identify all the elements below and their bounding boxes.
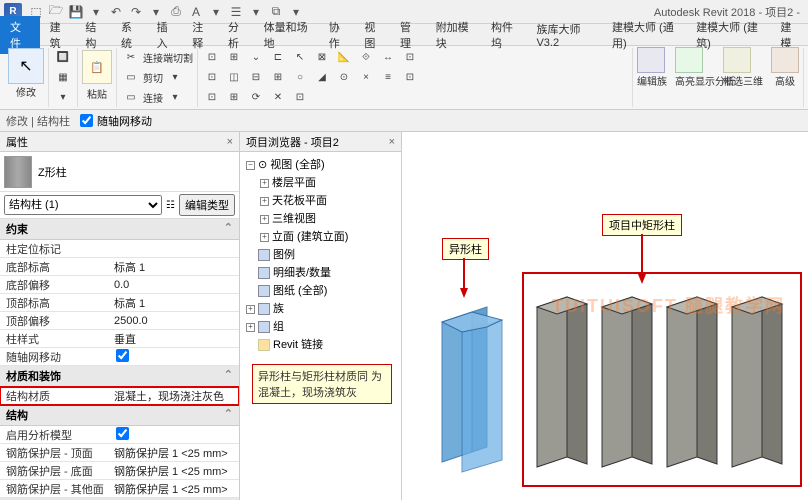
prop-row-material: 结构材质混凝土，现场浇注灰色 xyxy=(0,387,239,405)
instance-row: 结构柱 (1) ☷ 编辑类型 xyxy=(0,192,239,219)
modify-button[interactable]: ↖ xyxy=(8,48,44,84)
type-name: Z形柱 xyxy=(38,164,67,180)
t13-icon[interactable]: ⊟ xyxy=(246,69,266,87)
t14-icon[interactable]: ⊞ xyxy=(268,69,288,87)
tree-sheets[interactable]: 图纸 (全部) xyxy=(242,282,399,300)
t9-icon[interactable]: ↔ xyxy=(378,49,398,67)
props-title: 属性 xyxy=(6,134,28,150)
t11-icon[interactable]: ⊡ xyxy=(202,69,222,87)
opts-icon[interactable]: ▾ xyxy=(53,88,73,106)
t2-icon[interactable]: ⊞ xyxy=(224,49,244,67)
sec-struct[interactable]: 结构⌃ xyxy=(0,405,239,426)
tab-zkds[interactable]: 族库大师V3.2 xyxy=(528,18,604,52)
tree-sched[interactable]: 明细表/数量 xyxy=(242,264,399,282)
sec-material[interactable]: 材质和装饰⌃ xyxy=(0,366,239,387)
rgroup-tools: ⊡⊞⌄⊏↖⊠📐⟐↔⊡ ⊡◫⊟⊞○◢⊙×≡⊡ ⊡⊞⟳✕⊡ xyxy=(198,48,633,107)
editfam-button[interactable] xyxy=(637,47,665,73)
t16-icon[interactable]: ◢ xyxy=(312,69,332,87)
column-irregular[interactable] xyxy=(432,292,512,492)
tree-ceil[interactable]: +天花板平面 xyxy=(242,192,399,210)
edit-type-button[interactable]: 编辑类型 xyxy=(179,194,235,216)
column-rect-2[interactable] xyxy=(597,282,657,482)
frame3d-button[interactable] xyxy=(723,47,751,73)
tree-3d[interactable]: +三维视图 xyxy=(242,210,399,228)
props-header: 属性 × xyxy=(0,132,239,152)
options-bar: 修改 | 结构柱 随轴网移动 xyxy=(0,110,808,132)
type-selector[interactable]: Z形柱 xyxy=(0,152,239,192)
properties-panel: 属性 × Z形柱 结构柱 (1) ☷ 编辑类型 约束⌃ 柱定位标记 底部标高标高… xyxy=(0,132,240,500)
movegrid-prop-checkbox[interactable] xyxy=(116,349,129,362)
filter-icon[interactable]: ▦ xyxy=(53,69,73,87)
t10-icon[interactable]: ⊡ xyxy=(400,49,420,67)
browser-title: 项目浏览器 - 项目2 xyxy=(246,134,339,150)
sec-constraint[interactable]: 约束⌃ xyxy=(0,219,239,240)
ribbon: ↖ 修改 🔲 ▦ ▾ 📋 粘贴 ✂连接端切割 ▭剪切▾ ▭连接▾ ⊡⊞⌄⊏↖⊠📐… xyxy=(0,46,808,110)
workspace: 属性 × Z形柱 结构柱 (1) ☷ 编辑类型 约束⌃ 柱定位标记 底部标高标高… xyxy=(0,132,808,500)
rgroup-modify: ↖ 修改 xyxy=(4,48,49,107)
t7-icon[interactable]: 📐 xyxy=(334,49,354,67)
column-rect-4[interactable] xyxy=(727,282,787,482)
rgroup-right: 编辑族 高亮显示分析 框选三维 高级 xyxy=(633,48,804,107)
t19-icon[interactable]: ≡ xyxy=(378,69,398,87)
adv-button[interactable] xyxy=(771,47,799,73)
t3-icon[interactable]: ⌄ xyxy=(246,49,266,67)
column-rect-1[interactable] xyxy=(532,282,592,482)
t4-icon[interactable]: ⊏ xyxy=(268,49,288,67)
tree-link[interactable]: Revit 链接 xyxy=(242,336,399,354)
tree-legend[interactable]: 图例 xyxy=(242,246,399,264)
paste-label: 粘贴 xyxy=(82,86,112,101)
t25-icon[interactable]: ⊡ xyxy=(290,88,310,106)
tree-floor[interactable]: +楼层平面 xyxy=(242,174,399,192)
t1-icon[interactable]: ⊡ xyxy=(202,49,222,67)
t22-icon[interactable]: ⊞ xyxy=(224,88,244,106)
menu-row: 文件 建筑 结构 系统 插入 注释 分析 体量和场地 协作 视图 管理 附加模块… xyxy=(0,24,808,46)
tree: −⊙视图 (全部) +楼层平面 +天花板平面 +三维视图 +立面 (建筑立面) … xyxy=(240,152,401,358)
t17-icon[interactable]: ⊙ xyxy=(334,69,354,87)
select-icon[interactable]: 🔲 xyxy=(53,49,73,67)
project-browser: 项目浏览器 - 项目2 × −⊙视图 (全部) +楼层平面 +天花板平面 +三维… xyxy=(240,132,402,500)
prop-table: 约束⌃ 柱定位标记 底部标高标高 1 底部偏移0.0 顶部标高标高 1 顶部偏移… xyxy=(0,219,239,500)
t6-icon[interactable]: ⊠ xyxy=(312,49,332,67)
analysis-checkbox[interactable] xyxy=(116,427,129,440)
t8-icon[interactable]: ⟐ xyxy=(356,49,376,67)
t15-icon[interactable]: ○ xyxy=(290,69,310,87)
modify-label: 修改 xyxy=(8,84,44,99)
rgroup-clipboard: 📋 粘贴 xyxy=(78,48,117,107)
t20-icon[interactable]: ⊡ xyxy=(400,69,420,87)
cut-icon[interactable]: ✂ xyxy=(121,49,141,67)
label-rect-columns: 项目中矩形柱 xyxy=(602,214,682,236)
t5-icon[interactable]: ↖ xyxy=(290,49,310,67)
optbar-context: 修改 | 结构柱 xyxy=(6,113,70,129)
browser-close-icon[interactable]: × xyxy=(389,136,395,148)
viewport[interactable]: 异形柱与矩形柱材质同 为混凝土，现场浇筑灰 异形柱 项目中矩形柱 xyxy=(402,132,808,500)
t21-icon[interactable]: ⊡ xyxy=(202,88,222,106)
cut2-icon[interactable]: ▭ xyxy=(121,69,141,87)
tree-fam[interactable]: +族 xyxy=(242,300,399,318)
t18-icon[interactable]: × xyxy=(356,69,376,87)
highlight-button[interactable] xyxy=(675,47,703,73)
t23-icon[interactable]: ⟳ xyxy=(246,88,266,106)
type-thumbnail xyxy=(4,156,32,188)
label-irregular-column: 异形柱 xyxy=(442,238,489,260)
t12-icon[interactable]: ◫ xyxy=(224,69,244,87)
rgroup-geom: ✂连接端切割 ▭剪切▾ ▭连接▾ xyxy=(117,48,198,107)
column-rect-3[interactable] xyxy=(662,282,722,482)
annotation-material-note: 异形柱与矩形柱材质同 为混凝土，现场浇筑灰 xyxy=(252,364,392,404)
tree-group[interactable]: +组 xyxy=(242,318,399,336)
rgroup-select: 🔲 ▦ ▾ xyxy=(49,48,78,107)
browser-header: 项目浏览器 - 项目2 × xyxy=(240,132,401,152)
tree-elev[interactable]: +立面 (建筑立面) xyxy=(242,228,399,246)
instance-select[interactable]: 结构柱 (1) xyxy=(4,195,162,215)
props-close-icon[interactable]: × xyxy=(227,136,233,148)
optbar-movegrid-check[interactable]: 随轴网移动 xyxy=(80,113,152,129)
tree-root[interactable]: −⊙视图 (全部) xyxy=(242,156,399,174)
t24-icon[interactable]: ✕ xyxy=(268,88,288,106)
join-icon[interactable]: ▭ xyxy=(121,88,141,106)
movegrid-checkbox[interactable] xyxy=(80,114,93,127)
paste-button[interactable]: 📋 xyxy=(82,50,112,84)
